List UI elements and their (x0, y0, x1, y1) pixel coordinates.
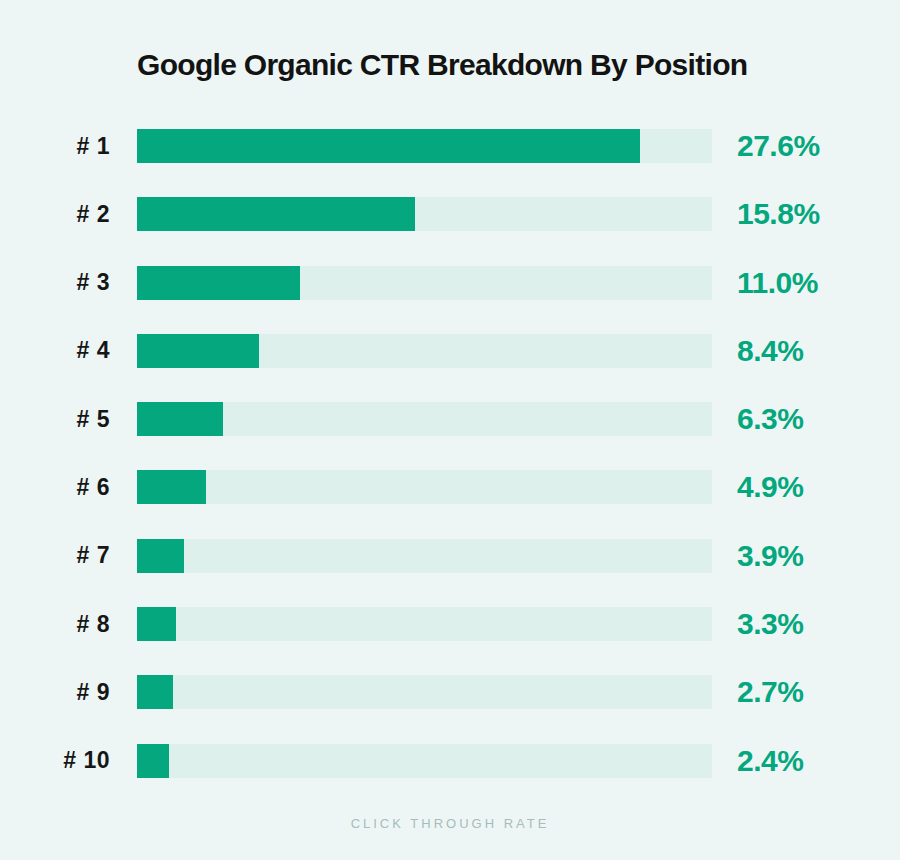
chart-title: Google Organic CTR Breakdown By Position (137, 48, 747, 82)
bar-fill (137, 197, 415, 231)
bar-row: # 5 6.3% (0, 402, 820, 436)
bar-fill (137, 607, 176, 641)
bar-track (137, 334, 712, 368)
bar-row: # 8 3.3% (0, 607, 820, 641)
bar-row: # 6 4.9% (0, 470, 820, 504)
position-label: # 3 (0, 269, 110, 296)
bar-row: # 4 8.4% (0, 334, 820, 368)
bar-fill (137, 266, 300, 300)
bar-fill (137, 675, 173, 709)
bar-row: # 9 2.7% (0, 675, 820, 709)
value-label: 3.3% (737, 607, 803, 641)
bar-row: # 10 2.4% (0, 744, 820, 778)
bar-fill (137, 539, 184, 573)
bar-row: # 2 15.8% (0, 197, 820, 231)
bar-row: # 3 11.0% (0, 266, 820, 300)
bar-row: # 1 27.6% (0, 129, 820, 163)
value-label: 15.8% (737, 197, 820, 231)
value-label: 8.4% (737, 334, 803, 368)
value-label: 2.4% (737, 744, 803, 778)
bar-fill (137, 334, 259, 368)
position-label: # 6 (0, 474, 110, 501)
bar-fill (137, 744, 169, 778)
bar-track (137, 744, 712, 778)
value-label: 11.0% (737, 266, 818, 300)
position-label: # 1 (0, 133, 110, 160)
value-label: 2.7% (737, 675, 803, 709)
position-label: # 9 (0, 679, 110, 706)
bar-track (137, 607, 712, 641)
position-label: # 5 (0, 406, 110, 433)
x-axis-label: CLICK THROUGH RATE (0, 816, 900, 831)
chart-canvas: Google Organic CTR Breakdown By Position… (0, 0, 900, 860)
bar-track (137, 197, 712, 231)
bar-track (137, 129, 712, 163)
bar-track (137, 402, 712, 436)
position-label: # 8 (0, 611, 110, 638)
position-label: # 10 (0, 747, 110, 774)
value-label: 6.3% (737, 402, 803, 436)
bar-track (137, 470, 712, 504)
bar-fill (137, 402, 223, 436)
value-label: 27.6% (737, 129, 820, 163)
position-label: # 2 (0, 201, 110, 228)
bar-track (137, 539, 712, 573)
position-label: # 4 (0, 337, 110, 364)
bar-fill (137, 470, 206, 504)
value-label: 4.9% (737, 470, 803, 504)
bar-track (137, 266, 712, 300)
value-label: 3.9% (737, 539, 803, 573)
position-label: # 7 (0, 542, 110, 569)
bar-fill (137, 129, 640, 163)
bar-row: # 7 3.9% (0, 539, 820, 573)
bar-track (137, 675, 712, 709)
bar-rows: # 1 27.6% # 2 15.8% # 3 11.0% # 4 8.4% #… (0, 129, 820, 778)
